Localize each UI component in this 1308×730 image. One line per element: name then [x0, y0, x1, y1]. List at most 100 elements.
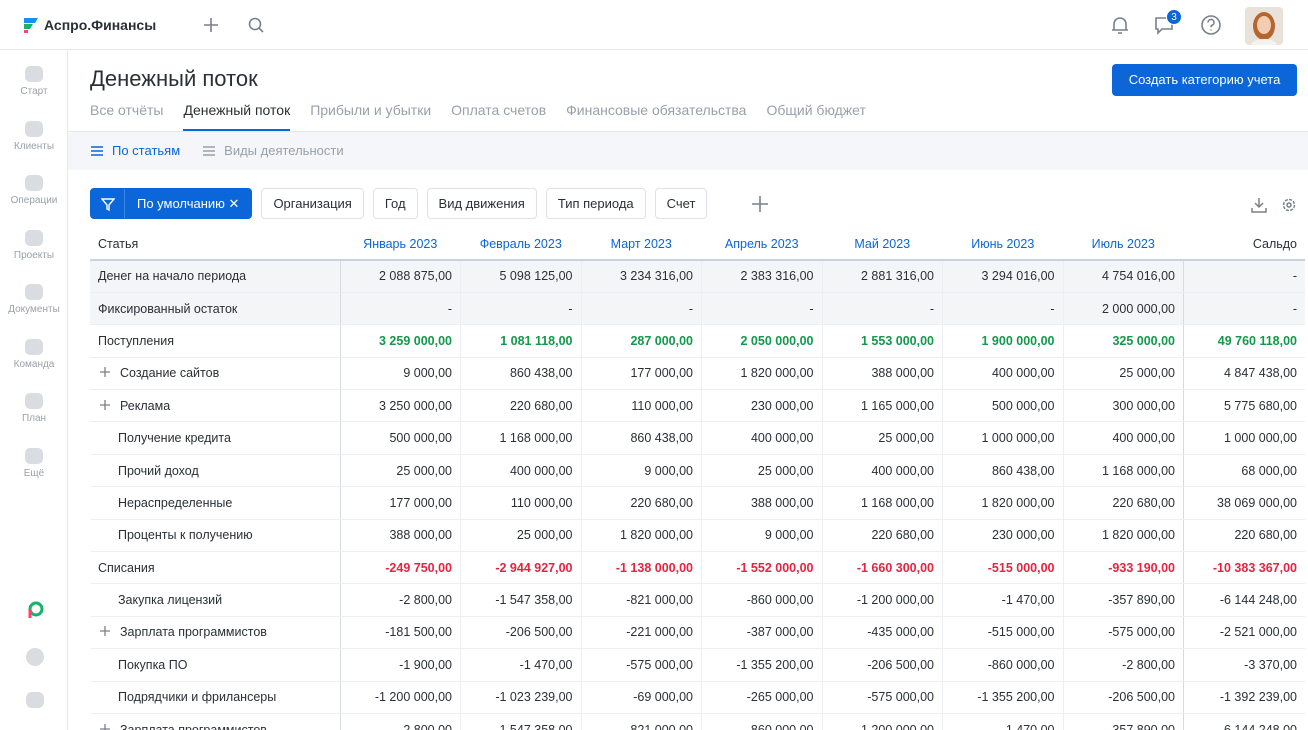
create-button[interactable]: Создать категорию учета: [1112, 64, 1297, 96]
filter-active-label: По умолчанию ✕: [137, 196, 240, 211]
subtab[interactable]: По статьям: [90, 143, 180, 158]
table-row: Зарплата программистов -181 500,00 -206 50…: [90, 616, 1305, 650]
search-icon[interactable]: [247, 16, 265, 34]
cell: 68 000,00: [1183, 454, 1305, 488]
filter-icon: [91, 189, 125, 218]
cell: -515 000,00: [942, 551, 1063, 585]
cell: 110 000,00: [460, 486, 581, 520]
cell: 4 847 438,00: [1183, 357, 1305, 391]
sidebar-item[interactable]: Ещё: [0, 447, 68, 479]
sidebar-item[interactable]: Старт: [0, 66, 68, 97]
table-head: Статья Январь 2023 Февраль 2023 Март 2023 Ап…: [90, 229, 1305, 261]
row-label-cell: Получение кредита: [90, 421, 340, 455]
row-label: Поступления: [98, 333, 174, 348]
sidebar-icon: [25, 338, 43, 355]
column-header[interactable]: Май 2023: [822, 229, 943, 261]
cell: 400 000,00: [460, 454, 581, 488]
cell: -821 000,00: [580, 583, 702, 617]
sidebar-icon: [25, 229, 43, 246]
row-label-cell: Денег на начало периода: [90, 260, 340, 293]
sidebar-item[interactable]: Команда: [0, 338, 68, 370]
filter-chip[interactable]: Год: [372, 188, 418, 219]
page-title: Денежный поток: [90, 66, 258, 91]
tab[interactable]: Оплата счетов: [451, 102, 547, 118]
cell: -3 370,00: [1183, 648, 1305, 682]
sidebar-item[interactable]: Операции: [0, 175, 68, 206]
column-header[interactable]: Апрель 2023: [701, 229, 822, 261]
plus: [100, 367, 110, 378]
add-icon[interactable]: [202, 16, 220, 34]
cell: -6 144 248,00: [1183, 713, 1305, 730]
sidebar-item[interactable]: Проекты: [0, 229, 68, 261]
row-label: Реклама: [120, 398, 171, 413]
filter-chip[interactable]: Тип периода: [545, 188, 646, 219]
cell: -: [942, 292, 1063, 326]
sidebar-item[interactable]: План: [0, 393, 68, 424]
cell: 9 000,00: [701, 519, 822, 553]
sidebar-item[interactable]: Документы: [0, 284, 68, 315]
settings-table-icon[interactable]: [1281, 197, 1297, 213]
cell: 220 680,00: [821, 519, 943, 553]
cell: -: [460, 292, 581, 326]
logo-text[interactable]: Аспро.Финансы: [44, 17, 157, 33]
table-row: Поступления 3 259 000,00 1 081 118,00 287 0…: [90, 324, 1305, 358]
settings-icon[interactable]: [26, 648, 44, 666]
tab[interactable]: Все отчёты: [90, 102, 164, 118]
cell: -2 800,00: [339, 713, 461, 730]
tab[interactable]: Финансовые обязательства: [566, 102, 747, 118]
expand-icon[interactable]: [100, 625, 120, 639]
download-icon[interactable]: [1251, 197, 1267, 213]
cell: -6 144 248,00: [1183, 583, 1305, 617]
expand-icon[interactable]: [100, 723, 120, 730]
expand-icon[interactable]: [100, 366, 120, 380]
sidebar-label: Документы: [8, 304, 60, 315]
tab[interactable]: Прибыли и убытки: [310, 102, 432, 118]
avatar[interactable]: [1245, 7, 1283, 45]
help-icon[interactable]: [1200, 14, 1222, 36]
add-filter[interactable]: [751, 195, 769, 213]
filter-chip[interactable]: Счет: [654, 188, 708, 219]
sidebar-item[interactable]: Клиенты: [0, 120, 68, 152]
sidebar-icon: [25, 175, 43, 191]
column-header[interactable]: Сальдо: [1183, 229, 1305, 261]
row-label: Списания: [98, 560, 155, 575]
column-header[interactable]: Январь 2023: [340, 229, 461, 261]
sidebar-icon: [25, 66, 43, 82]
subtab[interactable]: Виды деятельности: [202, 143, 344, 158]
cell: 4 754 016,00: [1062, 260, 1184, 293]
row-label-cell: Покупка ПО: [90, 648, 340, 682]
table-row: Прочий доход 25 000,00 400 000,00 9 000,00 2…: [90, 454, 1305, 488]
cell: 3 259 000,00: [339, 324, 461, 358]
table-row: Зарплата программистов -2 800,00 -1 547 35…: [90, 713, 1305, 730]
cell: 25 000,00: [821, 421, 943, 455]
tab[interactable]: Денежный поток: [183, 101, 291, 131]
row-label-cell: Создание сайтов: [90, 357, 340, 391]
cell: -821 000,00: [580, 713, 702, 730]
cell: -: [580, 292, 702, 326]
cell: -575 000,00: [1062, 616, 1184, 650]
row-label: Нераспределенные: [118, 495, 233, 510]
filter-chip[interactable]: Организация: [261, 188, 364, 219]
chat-icon[interactable]: [26, 692, 44, 708]
column-header[interactable]: Июль 2023: [1063, 229, 1184, 261]
cell: -860 000,00: [701, 713, 822, 730]
sidebar-icon: [25, 284, 43, 300]
filter-chip[interactable]: Вид движения: [426, 188, 537, 219]
cell: 2 088 875,00: [339, 260, 461, 293]
table-row: Проценты к получению 388 000,00 25 000,00 1…: [90, 519, 1305, 553]
row-label: Закупка лицензий: [118, 593, 223, 608]
tabs: Все отчёты Денежный поток Прибыли и убытки…: [90, 101, 866, 131]
column-header[interactable]: Март 2023: [581, 229, 702, 261]
filter-active[interactable]: По умолчанию ✕: [90, 188, 253, 219]
bell-icon[interactable]: [1110, 15, 1130, 35]
cell: -1 900,00: [339, 648, 461, 682]
expand-icon[interactable]: [100, 399, 120, 413]
row-label: Зарплата программистов: [120, 625, 267, 640]
cell: -515 000,00: [942, 616, 1063, 650]
filters: По умолчанию ✕ Организация Год Вид движени…: [90, 188, 708, 219]
cell: -575 000,00: [821, 681, 943, 714]
column-header[interactable]: Февраль 2023: [460, 229, 581, 261]
column-header[interactable]: Июнь 2023: [942, 229, 1063, 261]
tab[interactable]: Общий бюджет: [766, 102, 866, 118]
cell: 1 168 000,00: [1062, 454, 1184, 488]
